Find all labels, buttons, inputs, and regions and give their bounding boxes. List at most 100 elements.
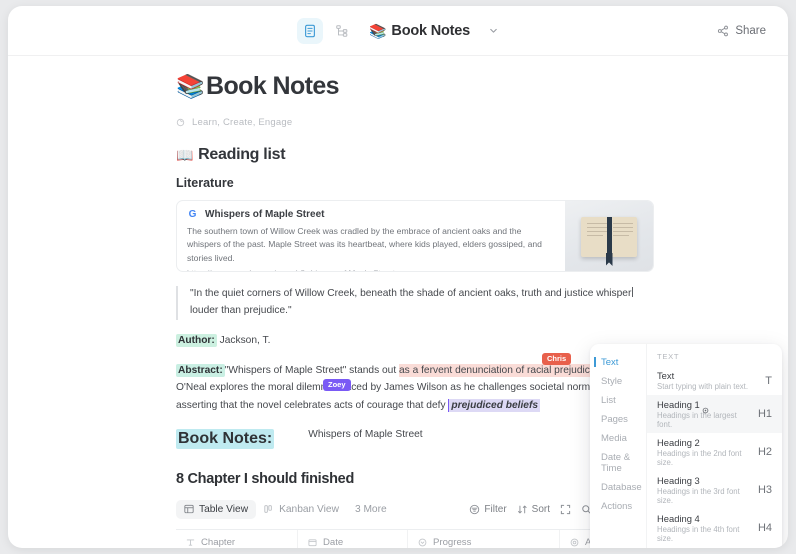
- chevron-down-icon: [490, 28, 497, 33]
- slash-item-title: Heading 1: [657, 399, 700, 410]
- filter-button[interactable]: Filter: [469, 504, 507, 515]
- slash-item-heading-4[interactable]: Heading 4 Headings in the 4th font size.…: [647, 509, 782, 547]
- abstract-label: Abstract:: [176, 363, 225, 377]
- column-header-chapter[interactable]: Chapter: [176, 530, 298, 548]
- slash-category-database[interactable]: Database: [601, 482, 642, 493]
- slash-item-title: Text: [657, 370, 675, 381]
- tag-icon: [176, 118, 185, 127]
- abstract-highlight-purple[interactable]: prejudiced beliefs: [448, 399, 541, 413]
- slash-category-text[interactable]: Text: [590, 353, 646, 372]
- select-type-icon: [570, 538, 579, 547]
- slash-category-list[interactable]: List: [601, 395, 616, 406]
- book-emoji-icon: 📚: [368, 22, 387, 39]
- slash-category-style[interactable]: Style: [601, 376, 623, 387]
- slash-item-heading-3[interactable]: Heading 3 Headings in the 3rd font size.…: [647, 471, 782, 509]
- slash-item-title: Heading 2: [657, 437, 700, 448]
- bookmark-text-area: G Whispers of Maple Street The southern …: [177, 201, 565, 271]
- slash-item-desc: Headings in the largest font.: [657, 411, 737, 429]
- subsection-heading: Literature: [176, 176, 234, 190]
- booknotes-row[interactable]: Book Notes: Whispers of Maple Street: [176, 429, 676, 450]
- slash-category-media[interactable]: Media: [601, 433, 627, 444]
- slash-item-desc: Headings in the 2nd font size.: [657, 449, 742, 467]
- mouse-cursor-icon: [702, 407, 709, 414]
- view-tab-kanban[interactable]: Kanban View: [256, 500, 347, 519]
- expand-icon: [560, 504, 571, 514]
- document-icon: [305, 24, 315, 37]
- bookmark-url: https://www.google.com/search?whispers o…: [187, 269, 555, 271]
- slash-item-desc: Headings in the 4th font size.: [657, 525, 740, 543]
- slash-menu-caption: TEXT: [657, 352, 680, 361]
- sort-label: Sort: [531, 503, 550, 515]
- column-header-date-label: Date: [323, 537, 344, 548]
- document-title: Book Notes: [391, 22, 470, 39]
- page-content: 📚 Book Notes Learn, Create, Engage 📖 Rea…: [176, 56, 736, 548]
- slash-item-key: H2: [757, 446, 772, 458]
- document-title-group[interactable]: 📚 Book Notes: [369, 23, 470, 39]
- bookmark-header: G Whispers of Maple Street: [187, 209, 555, 220]
- slash-item-title: Heading 3: [657, 475, 700, 486]
- database-title[interactable]: 8 Chapter I should finished: [176, 471, 355, 488]
- abstract-part-2: O'Neal explores the moral dilemmas faced…: [176, 382, 599, 412]
- table-icon: [184, 504, 194, 514]
- progress-type-icon: [418, 538, 427, 547]
- view-more-button[interactable]: 3 More: [354, 503, 387, 515]
- slash-category-pages[interactable]: Pages: [601, 414, 628, 425]
- book-ribbon: [605, 253, 613, 266]
- blockquote[interactable]: "In the quiet corners of Willow Creek, b…: [176, 286, 646, 320]
- bookmark-card[interactable]: G Whispers of Maple Street The southern …: [176, 200, 654, 272]
- sort-icon: [517, 505, 527, 513]
- slash-item-desc: Start typing with plain text.: [657, 382, 749, 391]
- mindmap-view-button[interactable]: [329, 18, 355, 44]
- open-book-emoji-icon: 📖: [176, 146, 194, 163]
- expand-button[interactable]: [560, 504, 571, 515]
- bookmark-thumbnail: [565, 201, 653, 271]
- quote-part-1: "In the quiet corners of Willow Creek, b…: [190, 288, 632, 299]
- slash-item-key: T: [765, 374, 772, 387]
- abstract-part-1: "Whispers of Maple Street" stands out: [224, 364, 400, 376]
- abstract-highlight-red[interactable]: as a fervent denunciation of racial prej…: [399, 363, 600, 377]
- page-subtitle-text: Learn, Create, Engage: [192, 117, 293, 128]
- slash-menu-items[interactable]: TEXT Text Start typing with plain text. …: [646, 344, 782, 548]
- view-tab-kanban-label: Kanban View: [279, 503, 339, 515]
- column-header-date[interactable]: Date: [298, 530, 408, 548]
- view-tab-table-label: Table View: [199, 503, 249, 515]
- booknotes-value: Whispers of Maple Street: [308, 429, 423, 441]
- slash-category-actions[interactable]: Actions: [601, 501, 633, 512]
- slash-item-key: H1: [757, 408, 772, 420]
- page-scroll-area[interactable]: 📚 Book Notes Learn, Create, Engage 📖 Rea…: [8, 56, 788, 548]
- slash-item-text[interactable]: Text Start typing with plain text. T: [647, 366, 782, 395]
- app-window: 📚 Book Notes Share 📚 Book Not: [8, 6, 788, 548]
- book-spine: [606, 217, 612, 257]
- slash-command-menu[interactable]: Text Style List Pages Media Date & Time …: [590, 344, 782, 548]
- text-type-icon: [186, 538, 195, 547]
- comment-badge-zoey[interactable]: Zoey: [323, 378, 351, 391]
- view-tab-table[interactable]: Table View: [176, 499, 257, 519]
- document-menu-chevron[interactable]: [488, 25, 499, 36]
- page-subtitle: Learn, Create, Engage: [176, 117, 676, 128]
- slash-item-key: H4: [757, 522, 772, 534]
- comment-badge-chris[interactable]: Chris: [542, 352, 572, 365]
- database-toolbar: Table View Kanban View 3 More: [176, 497, 654, 521]
- slash-item-heading-5[interactable]: Heading 5 Headings in the 5th font size.…: [647, 547, 782, 548]
- share-icon: [718, 25, 729, 36]
- abstract-row[interactable]: Abstract: "Whispers of Maple Street" stan…: [176, 352, 616, 416]
- mindmap-icon: [336, 24, 348, 37]
- sort-button[interactable]: Sort: [517, 504, 550, 515]
- share-label: Share: [735, 24, 766, 37]
- slash-item-desc: Headings in the 3rd font size.: [657, 487, 740, 505]
- author-row[interactable]: Author: Jackson, T.: [176, 332, 676, 350]
- document-view-button[interactable]: [296, 17, 323, 44]
- author-label: Author:: [176, 333, 217, 347]
- column-header-progress[interactable]: Progress: [408, 530, 560, 548]
- slash-category-date-time[interactable]: Date & Time: [601, 452, 631, 474]
- filter-icon: [470, 504, 480, 514]
- bookmark-description: The southern town of Willow Creek was cr…: [187, 226, 542, 263]
- bookmark-title: Whispers of Maple Street: [205, 209, 325, 220]
- slash-item-heading-1[interactable]: Heading 1 Headings in the largest font. …: [647, 395, 782, 433]
- section-heading: 📖 Reading list: [176, 146, 676, 164]
- slash-item-title: Heading 4: [657, 513, 700, 524]
- slash-item-key: H3: [757, 484, 772, 496]
- slash-item-heading-2[interactable]: Heading 2 Headings in the 2nd font size.…: [647, 433, 782, 471]
- text-caret: [632, 287, 634, 297]
- share-button[interactable]: Share: [717, 25, 766, 37]
